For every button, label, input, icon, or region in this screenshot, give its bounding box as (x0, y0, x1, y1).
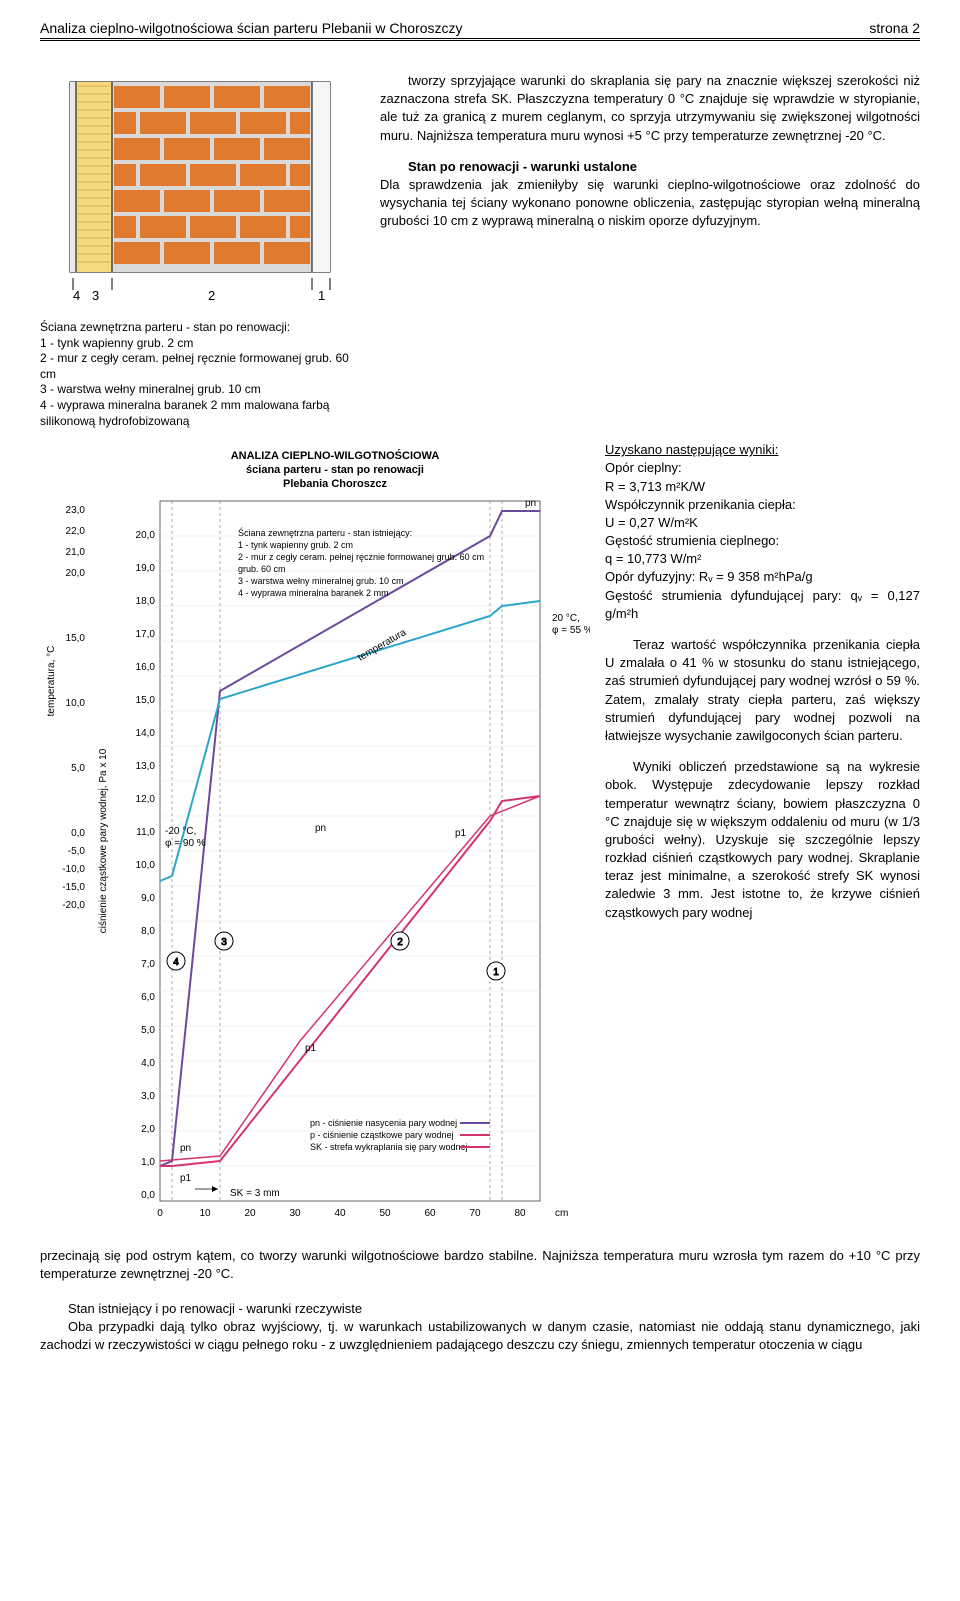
svg-text:-15,0: -15,0 (62, 882, 85, 893)
top-block: 4 3 2 1 Ściana zewnętrzna parteru - stan… (40, 72, 920, 429)
svg-text:-5,0: -5,0 (68, 846, 86, 857)
svg-text:p - ciśnienie cząstkowe pary: p - ciśnienie cząstkowe pary wodnej (310, 1130, 454, 1140)
svg-text:0: 0 (157, 1208, 163, 1219)
svg-text:1 - tynk wapienny grub. 2 cm: 1 - tynk wapienny grub. 2 cm (238, 540, 353, 550)
svg-text:Ściana zewnętrzna parteru - st: Ściana zewnętrzna parteru - stan istniej… (238, 527, 412, 538)
chart-pn-b: pn (180, 1143, 191, 1154)
svg-text:20,0: 20,0 (136, 530, 156, 541)
mid-block: ANALIZA CIEPLNO-WILGOTNOŚCIOWA ściana pa… (40, 441, 920, 1241)
svg-text:2 - mur z cegły ceram. pełnej: 2 - mur z cegły ceram. pełnej ręcznie fo… (238, 552, 484, 562)
svg-text:SK - strefa wykraplania się pa: SK - strefa wykraplania się pary wodnej (310, 1142, 468, 1152)
svg-text:1: 1 (493, 967, 499, 978)
wall-caption-2: 2 - mur z cegły ceram. pełnej ręcznie fo… (40, 351, 360, 382)
svg-text:9,0: 9,0 (141, 893, 155, 904)
svg-text:70: 70 (469, 1208, 481, 1219)
svg-text:21,0: 21,0 (66, 547, 86, 558)
svg-text:8,0: 8,0 (141, 926, 155, 937)
svg-text:2: 2 (397, 937, 403, 948)
svg-text:2,0: 2,0 (141, 1124, 155, 1135)
svg-text:13,0: 13,0 (136, 761, 156, 772)
svg-text:0,0: 0,0 (141, 1190, 155, 1201)
svg-text:1,0: 1,0 (141, 1157, 155, 1168)
svg-text:cm: cm (555, 1208, 568, 1219)
chart-pn-mid: pn (315, 823, 326, 834)
svg-text:grub. 60 cm: grub. 60 cm (238, 564, 286, 574)
svg-text:5,0: 5,0 (71, 763, 85, 774)
svg-text:7,0: 7,0 (141, 959, 155, 970)
chart-figure: ANALIZA CIEPLNO-WILGOTNOŚCIOWA ściana pa… (40, 441, 590, 1241)
chart-p1-r: p1 (455, 828, 467, 839)
svg-text:3,0: 3,0 (141, 1091, 155, 1102)
svg-text:pn - ciśnienie nasycenia pary: pn - ciśnienie nasycenia pary wodnej (310, 1118, 457, 1128)
header: Analiza cieplno-wilgotnościowa ścian par… (40, 20, 920, 36)
rule-top (40, 38, 920, 39)
svg-text:5,0: 5,0 (141, 1025, 155, 1036)
svg-text:15,0: 15,0 (136, 695, 156, 706)
svg-text:30: 30 (289, 1208, 301, 1219)
svg-text:10,0: 10,0 (136, 860, 156, 871)
svg-text:11,0: 11,0 (136, 827, 155, 838)
svg-text:40: 40 (334, 1208, 346, 1219)
svg-text:-10,0: -10,0 (62, 864, 85, 875)
wall-label-3: 3 (92, 288, 99, 303)
axis-temp: temperatura, °C (46, 646, 57, 717)
svg-text:50: 50 (379, 1208, 391, 1219)
bottom-continuation: przecinają się pod ostrym kątem, co twor… (40, 1247, 920, 1283)
wall-figure: 4 3 2 1 Ściana zewnętrzna parteru - stan… (40, 72, 360, 429)
wall-label-2: 2 (208, 288, 215, 303)
svg-text:4 - wyprawa mineralna baranek: 4 - wyprawa mineralna baranek 2 mm (238, 588, 389, 598)
wall-caption-3: 3 - warstwa wełny mineralnej grub. 10 cm (40, 382, 360, 398)
chart-sk: SK = 3 mm (230, 1188, 280, 1199)
wall-caption: Ściana zewnętrzna parteru - stan po reno… (40, 320, 360, 429)
svg-text:20,0: 20,0 (66, 568, 86, 579)
svg-text:14,0: 14,0 (136, 728, 156, 739)
rule-top2 (40, 40, 920, 41)
chart-title2: ściana parteru - stan po renowacji (246, 464, 424, 476)
page: Analiza cieplno-wilgotnościowa ścian par… (20, 0, 940, 1374)
svg-text:4,0: 4,0 (141, 1058, 155, 1069)
axis-press: ciśnienie cząstkowe pary wodnej, Pa x 10 (98, 748, 109, 933)
svg-text:18,0: 18,0 (136, 596, 156, 607)
chart-p1-b: p1 (180, 1173, 192, 1184)
svg-text:6,0: 6,0 (141, 992, 155, 1003)
wall-caption-4: 4 - wyprawa mineralna baranek 2 mm malow… (40, 398, 360, 429)
svg-text:20: 20 (244, 1208, 256, 1219)
svg-text:3: 3 (221, 937, 227, 948)
chart-svg: ANALIZA CIEPLNO-WILGOTNOŚCIOWA ściana pa… (40, 441, 590, 1241)
section2-title: Stan po renowacji - warunki ustalone (408, 159, 637, 174)
svg-text:15,0: 15,0 (66, 633, 86, 644)
section3: Stan istniejący i po renowacji - warunki… (40, 1300, 920, 1355)
svg-text:23,0: 23,0 (66, 505, 86, 516)
section3-text: Oba przypadki dają tylko obraz wyjściowy… (40, 1318, 920, 1354)
svg-text:10,0: 10,0 (66, 698, 86, 709)
wall-label-4: 4 (73, 288, 80, 303)
header-page: strona 2 (869, 20, 920, 36)
svg-text:3 - warstwa wełny mineralnej g: 3 - warstwa wełny mineralnej grub. 10 cm (238, 576, 404, 586)
svg-text:10: 10 (199, 1208, 211, 1219)
svg-text:16,0: 16,0 (136, 662, 156, 673)
svg-text:80: 80 (514, 1208, 526, 1219)
wall-svg: 4 3 2 1 (40, 72, 360, 312)
section2-text: Dla sprawdzenia jak zmieniłyby się warun… (380, 177, 920, 228)
svg-text:12,0: 12,0 (136, 794, 156, 805)
wall-caption-1: 1 - tynk wapienny grub. 2 cm (40, 336, 360, 352)
chart-pn-r: pn (525, 498, 536, 509)
wall-label-1: 1 (318, 288, 325, 303)
section3-title: Stan istniejący i po renowacji - warunki… (68, 1301, 362, 1316)
chart-title1: ANALIZA CIEPLNO-WILGOTNOŚCIOWA (231, 449, 440, 462)
chart-title3: Plebania Choroszcz (283, 478, 387, 490)
svg-text:22,0: 22,0 (66, 526, 86, 537)
svg-text:19,0: 19,0 (136, 563, 156, 574)
svg-text:4: 4 (173, 957, 179, 968)
wall-caption-title: Ściana zewnętrzna parteru - stan po reno… (40, 320, 360, 336)
chart-p1-l: p1 (305, 1043, 317, 1054)
svg-text:0,0: 0,0 (71, 828, 85, 839)
svg-text:-20,0: -20,0 (62, 900, 85, 911)
svg-text:17,0: 17,0 (136, 629, 156, 640)
header-title: Analiza cieplno-wilgotnościowa ścian par… (40, 20, 463, 36)
svg-text:60: 60 (424, 1208, 436, 1219)
